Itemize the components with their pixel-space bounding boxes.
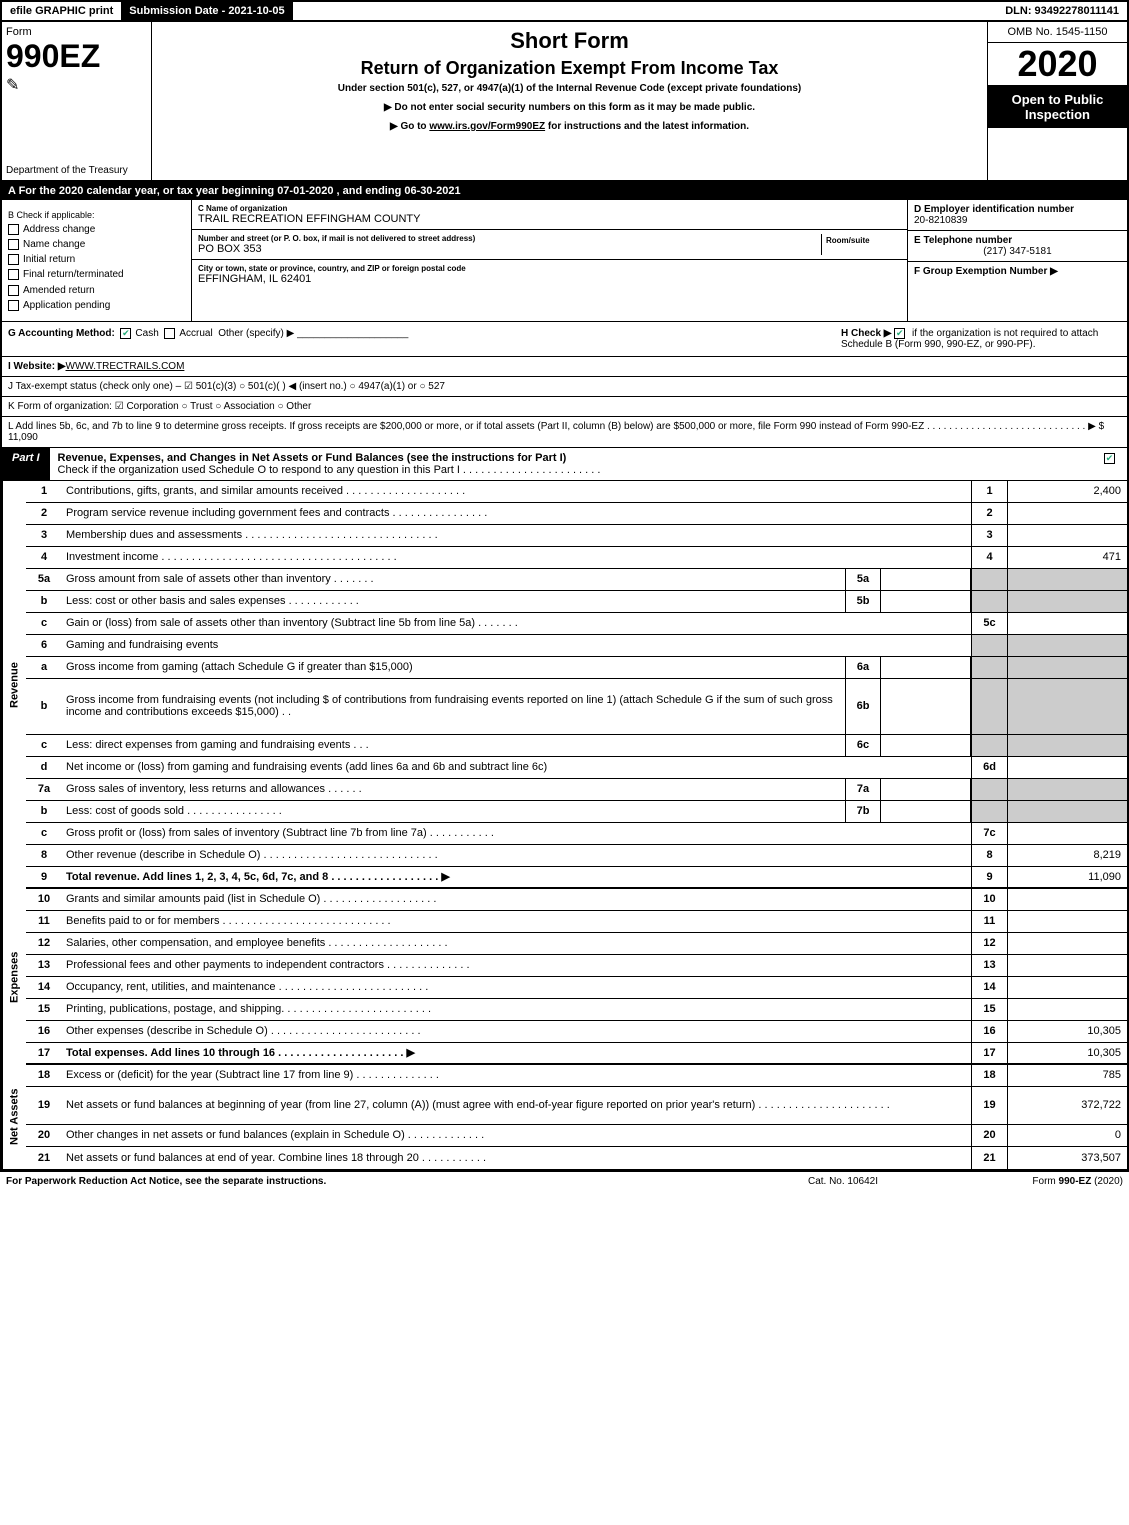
website-link[interactable]: WWW.TRECTRAILS.COM — [66, 361, 185, 372]
phone: (217) 347-5181 — [914, 246, 1121, 257]
part1-checkbox[interactable] — [1096, 448, 1127, 480]
page-footer: For Paperwork Reduction Act Notice, see … — [0, 1171, 1129, 1191]
omb-number: OMB No. 1545-1150 — [988, 22, 1127, 43]
line6d-value — [1007, 757, 1127, 778]
check-name-change[interactable]: Name change — [8, 239, 185, 250]
section-subtitle: Under section 501(c), 527, or 4947(a)(1)… — [158, 83, 981, 94]
short-form-title: Short Form — [158, 28, 981, 54]
line21-value: 373,507 — [1007, 1147, 1127, 1169]
part1-header: Part I Revenue, Expenses, and Changes in… — [0, 448, 1129, 481]
check-address-change[interactable]: Address change — [8, 224, 185, 235]
f-label: F Group Exemption Number ▶ — [914, 266, 1121, 277]
city: EFFINGHAM, IL 62401 — [198, 273, 901, 285]
room-label: Room/suite — [826, 236, 870, 245]
submission-date: Submission Date - 2021-10-05 — [121, 2, 292, 20]
expenses-label: Expenses — [2, 889, 26, 1065]
department: Department of the Treasury — [6, 165, 128, 176]
line1-value: 2,400 — [1007, 481, 1127, 502]
street: PO BOX 353 — [198, 243, 821, 255]
efile-label: efile GRAPHIC print — [2, 2, 121, 20]
paperwork-notice: For Paperwork Reduction Act Notice, see … — [6, 1176, 743, 1187]
line4-value: 471 — [1007, 547, 1127, 568]
right-info: D Employer identification number 20-8210… — [907, 200, 1127, 321]
ein: 20-8210839 — [914, 215, 1121, 226]
d-label: D Employer identification number — [914, 204, 1121, 215]
check-final-return[interactable]: Final return/terminated — [8, 269, 185, 280]
line10-value — [1007, 889, 1127, 910]
line8-value: 8,219 — [1007, 845, 1127, 866]
org-name: TRAIL RECREATION EFFINGHAM COUNTY — [198, 213, 901, 225]
b-label: B Check if applicable: — [8, 210, 185, 220]
website-notice: ▶ Go to www.irs.gov/Form990EZ for instru… — [158, 121, 981, 132]
return-title: Return of Organization Exempt From Incom… — [158, 58, 981, 79]
header-left: Form 990EZ ✎ Department of the Treasury — [2, 22, 152, 180]
header-right: OMB No. 1545-1150 2020 Open to Public In… — [987, 22, 1127, 180]
line17-value: 10,305 — [1007, 1043, 1127, 1063]
c-name-label: C Name of organization — [198, 204, 901, 213]
line3-value — [1007, 525, 1127, 546]
city-label: City or town, state or province, country… — [198, 264, 901, 273]
street-label: Number and street (or P. O. box, if mail… — [198, 234, 821, 243]
form-header: Form 990EZ ✎ Department of the Treasury … — [0, 22, 1129, 182]
gh-row: G Accounting Method: Cash Accrual Other … — [0, 322, 1129, 357]
form-number: 990EZ — [6, 38, 147, 75]
top-bar: efile GRAPHIC print Submission Date - 20… — [0, 0, 1129, 22]
j-tax-status: J Tax-exempt status (check only one) – ☑… — [0, 377, 1129, 397]
expenses-section: Expenses 10Grants and similar amounts pa… — [0, 889, 1129, 1065]
header-middle: Short Form Return of Organization Exempt… — [152, 22, 987, 180]
netassets-section: Net Assets 18Excess or (deficit) for the… — [0, 1065, 1129, 1171]
line19-value: 372,722 — [1007, 1087, 1127, 1124]
tax-year: 2020 — [988, 43, 1127, 86]
website-row: I Website: ▶WWW.TRECTRAILS.COM — [0, 357, 1129, 377]
dln: DLN: 93492278011141 — [997, 2, 1127, 20]
section-b-checks: B Check if applicable: Address change Na… — [2, 200, 192, 321]
line7c-value — [1007, 823, 1127, 844]
calendar-row: A For the 2020 calendar year, or tax yea… — [0, 182, 1129, 200]
check-cash[interactable] — [120, 328, 131, 339]
line16-value: 10,305 — [1007, 1021, 1127, 1042]
check-amended-return[interactable]: Amended return — [8, 285, 185, 296]
line14-value — [1007, 977, 1127, 998]
line15-value — [1007, 999, 1127, 1020]
section-c-org: C Name of organization TRAIL RECREATION … — [192, 200, 907, 321]
revenue-label: Revenue — [2, 481, 26, 889]
revenue-section: Revenue 1Contributions, gifts, grants, a… — [0, 481, 1129, 889]
line20-value: 0 — [1007, 1125, 1127, 1146]
netassets-label: Net Assets — [2, 1065, 26, 1169]
part1-tag: Part I — [2, 448, 50, 480]
line13-value — [1007, 955, 1127, 976]
line9-value: 11,090 — [1007, 867, 1127, 887]
check-accrual[interactable] — [164, 328, 175, 339]
line5c-value — [1007, 613, 1127, 634]
form-label: Form — [6, 26, 147, 38]
l-gross-receipts: L Add lines 5b, 6c, and 7b to line 9 to … — [0, 417, 1129, 448]
irs-link[interactable]: www.irs.gov/Form990EZ — [429, 121, 545, 132]
check-h[interactable] — [894, 328, 905, 339]
g-accounting: G Accounting Method: Cash Accrual Other … — [8, 328, 841, 350]
line12-value — [1007, 933, 1127, 954]
open-public: Open to Public Inspection — [988, 86, 1127, 128]
line11-value — [1007, 911, 1127, 932]
check-initial-return[interactable]: Initial return — [8, 254, 185, 265]
e-label: E Telephone number — [914, 235, 1121, 246]
info-block: B Check if applicable: Address change Na… — [0, 200, 1129, 322]
check-application-pending[interactable]: Application pending — [8, 300, 185, 311]
line18-value: 785 — [1007, 1065, 1127, 1086]
h-check: H Check ▶ if the organization is not req… — [841, 328, 1121, 350]
line2-value — [1007, 503, 1127, 524]
part1-title: Revenue, Expenses, and Changes in Net As… — [50, 448, 1096, 480]
catalog-number: Cat. No. 10642I — [743, 1176, 943, 1187]
k-form-org: K Form of organization: ☑ Corporation ○ … — [0, 397, 1129, 417]
ssn-notice: ▶ Do not enter social security numbers o… — [158, 102, 981, 113]
form-footer: Form 990-EZ (2020) — [943, 1176, 1123, 1187]
